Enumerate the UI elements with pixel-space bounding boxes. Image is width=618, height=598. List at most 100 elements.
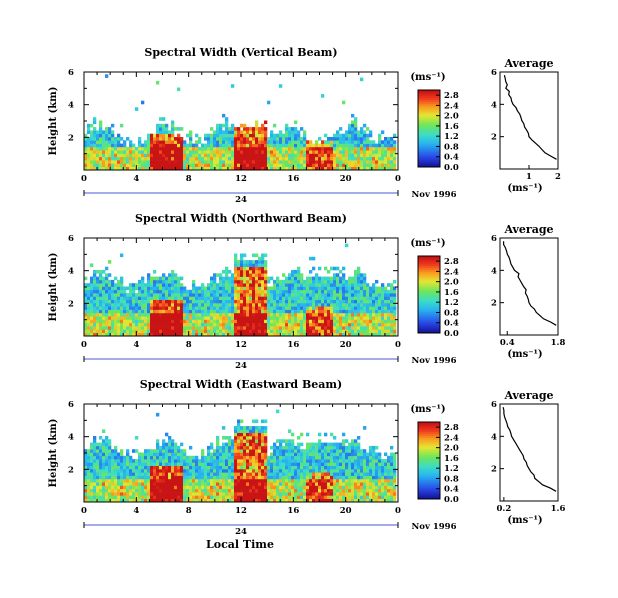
y-axis-label: Height (km) (48, 419, 59, 488)
colorbar-unit: (ms⁻¹) (410, 238, 445, 249)
panel-title: Spectral Width (Vertical Beam) (144, 46, 337, 59)
colorbar-tick: 1.6 (444, 288, 459, 298)
profile-y-tick: 4 (491, 266, 497, 276)
x-tick-label: 0 (395, 506, 401, 516)
x-tick-label: 16 (287, 340, 299, 350)
colorbar-tick: 0.0 (444, 495, 459, 505)
y-tick-label: 4 (68, 433, 74, 443)
colorbar-tick: 0.4 (444, 153, 459, 163)
profile-title: Average (503, 223, 553, 236)
colorbar-tick: 2.4 (444, 433, 459, 443)
colorbar-tick: 0.4 (444, 485, 459, 495)
y-axis-label: Height (km) (48, 87, 59, 156)
heatmap-cells (84, 74, 397, 171)
profile-line (503, 241, 557, 326)
colorbar-tick: 2.0 (444, 278, 459, 288)
date-day-label: 24 (235, 195, 247, 205)
local-time-label: Local Time (206, 538, 274, 551)
colorbar-tick: 0.8 (444, 142, 459, 152)
profile-line (502, 407, 557, 492)
date-label: Nov 1996 (412, 356, 457, 366)
profile-frame (499, 71, 559, 170)
x-tick-label: 0 (395, 174, 401, 184)
colorbar-tick: 1.2 (444, 132, 459, 142)
x-tick-label: 16 (287, 174, 299, 184)
x-tick-label: 8 (186, 506, 192, 516)
x-tick-label: 12 (235, 340, 247, 350)
y-tick-label: 2 (68, 299, 74, 309)
x-tick-label: 4 (133, 174, 139, 184)
x-tick-label: 20 (340, 174, 352, 184)
profile-title: Average (503, 389, 553, 402)
panel-1: Spectral Width (Northward Beam)0 4 8 12 16 20… (48, 212, 565, 371)
x-tick-label: 12 (235, 174, 247, 184)
colorbar-tick: 2.8 (444, 91, 459, 101)
y-axis-label: Height (km) (48, 253, 59, 322)
profile-x-tick: 0.4 (500, 338, 515, 348)
colorbar-tick: 1.6 (444, 454, 459, 464)
profile-y-tick: 4 (491, 432, 497, 442)
profile-y-tick: 2 (491, 465, 497, 475)
colorbar-tick: 2.8 (444, 423, 459, 433)
y-tick-label: 2 (68, 133, 74, 143)
colorbar-tick: 2.4 (444, 101, 459, 111)
colorbar: 0.00.40.81.21.62.02.42.8 (417, 255, 459, 339)
x-tick-label: 12 (235, 506, 247, 516)
colorbar-tick: 2.0 (444, 112, 459, 122)
profile-y-tick: 2 (491, 299, 497, 309)
x-tick-label: 0 (81, 174, 87, 184)
profile-x-tick: 1 (526, 172, 532, 182)
profile-y-tick: 2 (491, 133, 497, 143)
colorbar-unit: (ms⁻¹) (410, 72, 445, 83)
profile-x-tick: 0.2 (496, 504, 511, 514)
profile-xlabel: (ms⁻¹) (507, 349, 542, 360)
colorbar-tick: 2.4 (444, 267, 459, 277)
x-tick-label: 4 (133, 340, 139, 350)
colorbar-tick: 0.0 (444, 329, 459, 339)
y-tick-label: 6 (68, 400, 74, 410)
profile-y-tick: 6 (491, 68, 497, 78)
profile-frame (499, 403, 559, 502)
profile-y-tick: 6 (491, 234, 497, 244)
x-tick-label: 20 (340, 506, 352, 516)
date-label: Nov 1996 (412, 190, 457, 200)
x-tick-label: 4 (133, 506, 139, 516)
date-day-label: 24 (235, 361, 247, 371)
panel-title: Spectral Width (Eastward Beam) (140, 378, 342, 391)
colorbar-tick: 1.2 (444, 464, 459, 474)
profile-xlabel: (ms⁻¹) (507, 183, 542, 194)
colorbar-tick: 0.0 (444, 163, 459, 173)
x-tick-label: 8 (186, 340, 192, 350)
heatmap-cells (84, 409, 397, 503)
heatmap-cells (84, 243, 397, 337)
profile-x-tick: 1.8 (551, 338, 566, 348)
colorbar-tick: 0.8 (444, 308, 459, 318)
x-tick-label: 8 (186, 174, 192, 184)
panel-0: Spectral Width (Vertical Beam)0 4 8 12 16 20 0… (48, 46, 561, 205)
colorbar-tick: 0.8 (444, 474, 459, 484)
profile-y-tick: 6 (491, 400, 497, 410)
y-tick-label: 4 (68, 101, 74, 111)
x-tick-label: 0 (81, 506, 87, 516)
y-tick-label: 6 (68, 68, 74, 78)
y-tick-label: 6 (68, 234, 74, 244)
panel-2: Spectral Width (Eastward Beam)0 4 8 12 16 20 0… (48, 378, 565, 537)
profile-x-tick: 1.6 (551, 504, 566, 514)
colorbar-tick: 2.0 (444, 444, 459, 454)
colorbar: 0.00.40.81.21.62.02.42.8 (417, 421, 459, 505)
date-label: Nov 1996 (412, 522, 457, 532)
colorbar: 0.00.40.81.21.62.02.42.8 (417, 89, 459, 173)
date-day-label: 24 (235, 527, 247, 537)
panel-title: Spectral Width (Northward Beam) (135, 212, 347, 225)
profile-y-tick: 4 (491, 100, 497, 110)
x-tick-label: 0 (81, 340, 87, 350)
y-tick-label: 2 (68, 465, 74, 475)
profile-frame (499, 237, 559, 336)
colorbar-unit: (ms⁻¹) (410, 404, 445, 415)
x-tick-label: 0 (395, 340, 401, 350)
colorbar-tick: 0.4 (444, 319, 459, 329)
profile-title: Average (503, 57, 553, 70)
x-tick-label: 20 (340, 340, 352, 350)
profile-x-tick: 2 (555, 172, 561, 182)
